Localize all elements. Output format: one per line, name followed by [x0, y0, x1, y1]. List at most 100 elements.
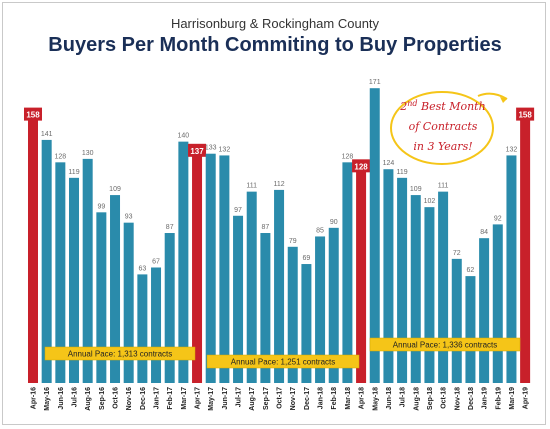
x-tick-label-jan-18: Jan-18 [318, 387, 325, 409]
chart-subtitle: Harrisonburg & Rockingham County [170, 16, 380, 31]
x-tick-label-mar-17: Mar-17 [181, 387, 188, 410]
bar-may-16 [41, 139, 52, 383]
x-tick-label-may-18: May-18 [372, 387, 379, 411]
x-tick-label-mar-18: Mar-18 [345, 387, 352, 410]
bar-oct-18 [438, 191, 449, 383]
annual-pace-label-1: Annual Pace: 1,313 contracts [68, 350, 173, 359]
x-tick-label-jul-18: Jul-18 [400, 387, 407, 407]
value-label-may-17: 133 [205, 145, 217, 152]
bar-nov-16 [123, 222, 134, 383]
x-tick-label-feb-17: Feb-17 [167, 387, 174, 410]
value-label-aug-16: 130 [82, 150, 94, 157]
bar-may-18 [369, 88, 380, 383]
value-badge-apr-16 [24, 107, 42, 121]
x-tick-label-jun-16: Jun-16 [58, 387, 65, 410]
value-label-jun-17: 132 [219, 146, 231, 153]
bar-dec-16 [137, 274, 148, 383]
x-tick-label-jan-19: Jan-19 [482, 387, 489, 409]
x-tick-label-sep-17: Sep-17 [263, 387, 270, 410]
value-label-may-16: 141 [41, 131, 53, 138]
x-tick-label-feb-18: Feb-18 [331, 387, 338, 410]
bar-sep-18 [424, 207, 435, 383]
bar-jan-17 [151, 267, 162, 383]
x-tick-label-feb-19: Feb-19 [495, 387, 502, 410]
x-tick-label-apr-19: Apr-19 [523, 387, 530, 409]
callout-line-1: 2nd Best Month [399, 99, 485, 113]
x-tick-label-aug-17: Aug-17 [249, 387, 256, 411]
value-label-dec-17: 69 [303, 255, 311, 262]
x-tick-label-may-17: May-17 [208, 387, 215, 411]
x-tick-label-aug-18: Aug-18 [413, 387, 420, 411]
value-label-oct-18: 111 [438, 183, 449, 190]
bar-jun-17 [219, 155, 230, 383]
value-label-mar-17: 140 [178, 133, 190, 140]
value-label-oct-16: 109 [109, 186, 121, 193]
x-tick-label-mar-19: Mar-19 [509, 387, 516, 410]
value-label-feb-17: 87 [166, 224, 174, 231]
callout-line-2: of Contracts [409, 120, 478, 133]
bar-apr-19 [520, 110, 531, 384]
bar-jul-18 [397, 177, 408, 383]
annual-pace-label-3: Annual Pace: 1,336 contracts [393, 341, 498, 350]
value-label-sep-17: 87 [261, 224, 269, 231]
callout-line-3: in 3 Years! [413, 140, 472, 153]
value-label-dec-18: 62 [467, 267, 475, 274]
bar-jan-18 [315, 236, 326, 383]
value-badge-apr-17 [188, 143, 207, 157]
x-tick-label-sep-18: Sep-18 [427, 387, 434, 410]
x-tick-label-dec-17: Dec-17 [304, 387, 311, 410]
bar-apr-18 [356, 162, 367, 383]
x-tick-label-jan-17: Jan-17 [154, 387, 161, 409]
x-tick-label-oct-18: Oct-18 [441, 387, 448, 409]
bar-sep-17 [260, 233, 271, 383]
bar-may-17 [205, 153, 216, 383]
x-tick-label-dec-16: Dec-16 [140, 387, 147, 410]
value-label-jul-17: 97 [234, 207, 242, 214]
bar-mar-18 [342, 162, 353, 383]
bar-sep-16 [96, 212, 107, 383]
annual-pace-label-2: Annual Pace: 1,251 contracts [231, 358, 336, 367]
x-tick-label-may-16: May-16 [44, 387, 51, 411]
x-tick-label-oct-17: Oct-17 [277, 387, 284, 409]
chart-frame [2, 2, 546, 425]
value-label-nov-17: 79 [289, 238, 297, 245]
callout-arrowhead [500, 97, 507, 103]
bar-feb-19 [492, 224, 503, 383]
annual-pace-box-3 [369, 337, 521, 352]
chart-title: Buyers Per Month Commiting to Buy Proper… [48, 34, 502, 56]
value-label-mar-19: 132 [506, 146, 518, 153]
value-label-jun-16: 128 [54, 153, 66, 160]
bar-feb-18 [328, 227, 339, 383]
callout-arrow [477, 92, 508, 100]
bar-nov-18 [451, 258, 462, 383]
annual-pace-box-1 [44, 346, 196, 361]
x-tick-label-oct-16: Oct-16 [113, 387, 120, 409]
x-tick-label-jun-18: Jun-18 [386, 387, 393, 410]
callout-oval [390, 91, 494, 165]
x-tick-label-jul-17: Jul-17 [236, 387, 243, 407]
bar-apr-16 [28, 110, 38, 384]
value-label-jan-17: 67 [152, 258, 160, 265]
value-label-may-18: 171 [369, 79, 381, 86]
bar-dec-18 [465, 276, 476, 383]
x-tick-label-jul-16: Jul-16 [72, 387, 79, 407]
x-tick-label-jun-17: Jun-17 [222, 387, 229, 410]
bar-oct-17 [274, 189, 285, 383]
annual-pace-box-2 [206, 354, 360, 369]
value-label-apr-19: 158 [518, 111, 532, 120]
bar-jul-16 [69, 177, 80, 383]
bar-apr-17 [192, 146, 203, 383]
bar-nov-17 [287, 246, 298, 383]
value-label-nov-18: 72 [453, 250, 461, 257]
bar-jun-18 [383, 169, 394, 383]
value-badge-apr-19 [516, 107, 535, 121]
bar-feb-17 [164, 233, 175, 383]
value-label-jun-18: 124 [383, 160, 395, 167]
value-label-oct-17: 112 [273, 181, 284, 188]
x-tick-label-apr-18: Apr-18 [359, 387, 366, 409]
value-label-mar-18: 128 [342, 153, 354, 160]
x-tick-label-nov-17: Nov-17 [290, 387, 297, 410]
value-label-jul-18: 119 [397, 169, 408, 176]
x-tick-label-nov-16: Nov-16 [126, 387, 133, 410]
